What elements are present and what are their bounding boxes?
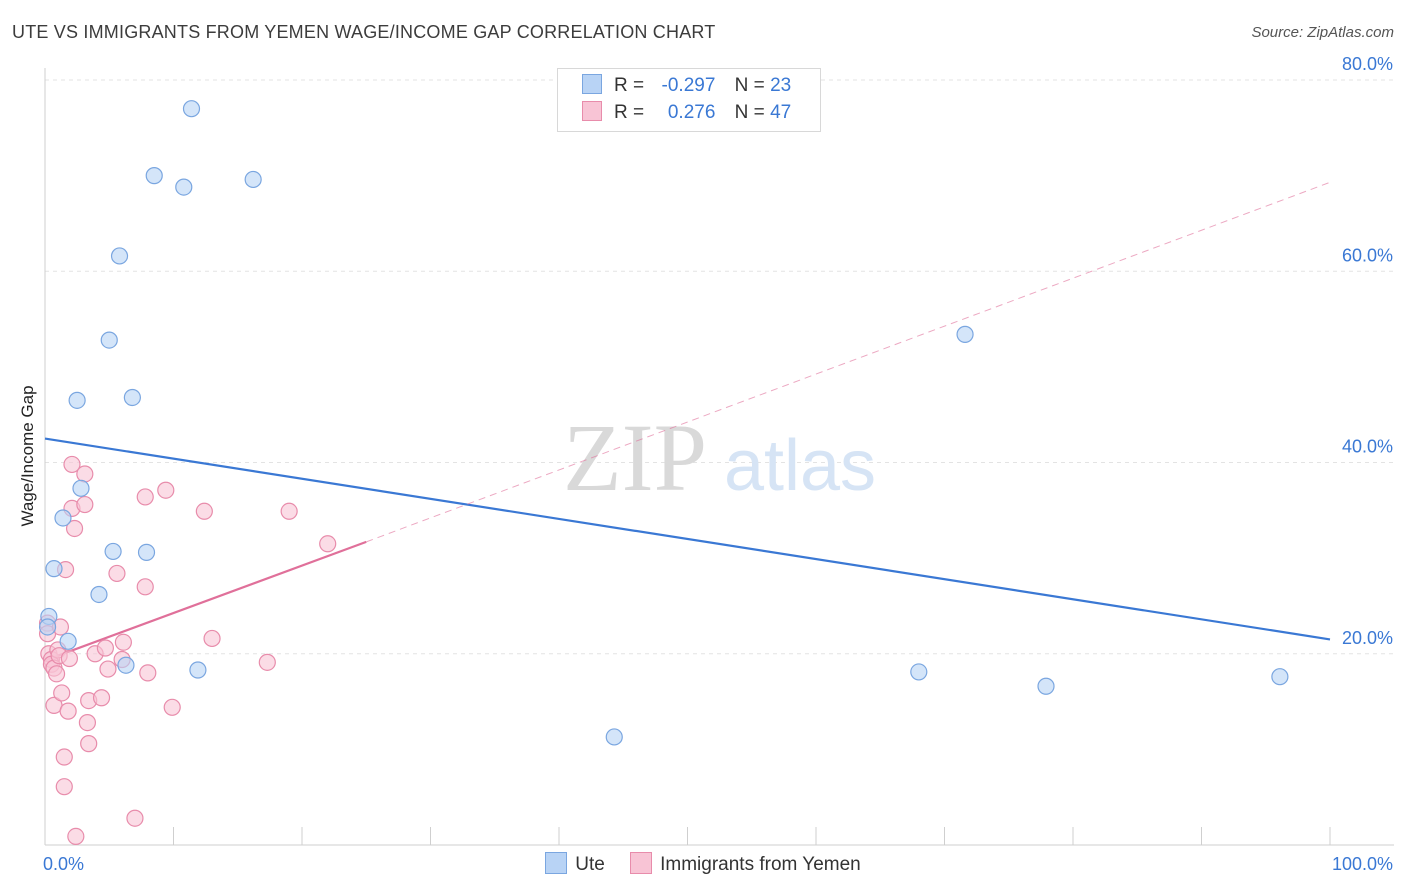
data-point — [72, 479, 90, 497]
data-points — [38, 100, 1289, 845]
y-tick-label: 80.0% — [1342, 54, 1393, 74]
data-point — [100, 331, 118, 349]
data-point — [114, 633, 132, 651]
legend-r-value: -0.297 — [661, 75, 716, 96]
data-point — [54, 509, 72, 527]
data-point — [108, 564, 126, 583]
data-point — [157, 481, 175, 499]
legend-swatch-yemen — [630, 852, 653, 874]
data-point — [605, 728, 623, 746]
data-point — [910, 663, 928, 681]
legend-item-ute: Ute — [545, 852, 605, 876]
data-point — [80, 735, 98, 753]
x-tick-label: 100.0% — [1332, 854, 1393, 874]
x-tick-label: 0.0% — [43, 854, 84, 874]
data-point — [126, 809, 144, 827]
legend-r-label: R = — [614, 102, 645, 123]
legend-n-label: N = — [734, 102, 765, 123]
data-point — [76, 465, 94, 483]
data-point — [60, 649, 79, 668]
legend-label-ute: Ute — [575, 854, 605, 875]
data-point — [182, 100, 201, 118]
trend-lines — [44, 181, 1331, 662]
tick-labels: 20.0% 40.0% 60.0% 80.0% 0.0% 100.0% — [43, 54, 1393, 874]
data-point — [136, 578, 154, 596]
data-point — [956, 325, 974, 343]
data-point — [139, 664, 157, 682]
legend-row-yemen: R = 0.276 N = 47 — [582, 100, 791, 126]
data-point — [137, 543, 156, 561]
correlation-legend: R = -0.297 N = 23 R = 0.276 N = 47 — [557, 68, 821, 132]
legend-row-ute: R = -0.297 N = 23 — [582, 73, 791, 99]
watermark-atlas: atlas — [724, 426, 876, 506]
series-legend: Ute Immigrants from Yemen — [0, 852, 1406, 876]
legend-label-yemen: Immigrants from Yemen — [660, 854, 861, 875]
data-point — [59, 632, 77, 650]
y-tick-label: 60.0% — [1342, 245, 1393, 265]
data-point — [55, 778, 73, 796]
data-point — [45, 560, 63, 578]
data-point — [90, 585, 108, 604]
data-point — [189, 661, 207, 679]
data-point — [195, 502, 213, 520]
data-point — [244, 170, 262, 189]
data-point — [78, 713, 97, 732]
legend-r-value: 0.276 — [667, 102, 716, 123]
data-point — [163, 698, 181, 716]
source-label: Source: ZipAtlas.com — [1251, 24, 1394, 41]
chart-title: UTE VS IMMIGRANTS FROM YEMEN WAGE/INCOME… — [12, 22, 716, 42]
legend-swatch-ute — [582, 74, 602, 94]
y-axis-label: Wage/Income Gap — [18, 385, 37, 527]
legend-r-label: R = — [614, 75, 645, 96]
data-point — [55, 748, 73, 766]
trend-line — [44, 540, 367, 662]
legend-n-label: N = — [734, 75, 765, 96]
legend-n-value: 47 — [770, 102, 792, 123]
gridlines — [45, 79, 1394, 655]
legend-swatch-ute — [545, 852, 568, 874]
data-point — [47, 665, 66, 683]
data-point — [117, 656, 135, 674]
y-tick-label: 40.0% — [1342, 437, 1393, 457]
data-point — [63, 455, 81, 474]
data-point — [258, 653, 276, 671]
data-point — [110, 247, 129, 265]
axes — [44, 68, 1394, 846]
data-point — [76, 495, 94, 514]
data-point — [92, 689, 111, 707]
data-point — [203, 629, 221, 648]
y-tick-label: 20.0% — [1342, 628, 1393, 648]
data-point — [38, 618, 57, 636]
data-point — [123, 388, 141, 407]
watermark-zip: ZIP — [563, 404, 707, 511]
trend-line — [44, 437, 1331, 641]
data-point — [59, 702, 77, 720]
legend-item-yemen: Immigrants from Yemen — [630, 852, 861, 876]
legend-swatch-yemen — [582, 101, 602, 121]
legend-n-value: 23 — [770, 75, 792, 96]
data-point — [175, 178, 193, 196]
data-point — [104, 542, 122, 561]
data-point — [67, 827, 85, 845]
data-point — [96, 639, 114, 657]
data-point — [319, 535, 337, 553]
data-point — [65, 519, 84, 538]
data-point — [136, 488, 154, 506]
data-point — [99, 660, 117, 678]
data-point — [145, 167, 163, 185]
data-point — [1037, 677, 1055, 695]
data-point — [280, 502, 298, 520]
data-point — [53, 684, 71, 702]
trend-line-extension — [366, 181, 1331, 543]
data-point — [1271, 668, 1289, 686]
data-point — [68, 391, 86, 409]
